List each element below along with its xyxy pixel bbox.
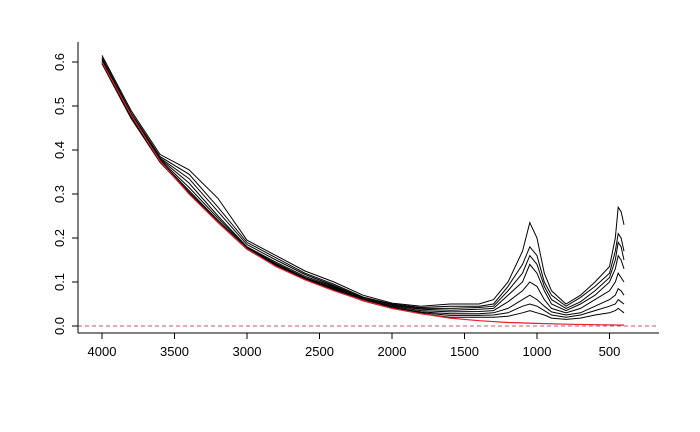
spectrum-line-4 bbox=[101, 59, 625, 312]
baseline-line bbox=[101, 61, 625, 326]
x-axis-ticks: 4000 3500 3000 2500 2000 1500 1000 500 bbox=[88, 333, 621, 359]
x-tick-label: 2000 bbox=[378, 344, 407, 359]
y-tick-label: 0.6 bbox=[52, 53, 67, 71]
spectrum-line-5 bbox=[101, 60, 625, 314]
x-tick-label: 3000 bbox=[233, 344, 262, 359]
x-tick-label: 500 bbox=[599, 344, 621, 359]
y-tick-label: 0.4 bbox=[52, 141, 67, 159]
y-tick-label: 0.0 bbox=[52, 317, 67, 335]
spectra-lines bbox=[101, 55, 625, 326]
x-tick-label: 2500 bbox=[305, 344, 334, 359]
spectrum-line-1 bbox=[101, 55, 625, 307]
y-tick-label: 0.1 bbox=[52, 273, 67, 291]
spectrum-line-2 bbox=[101, 57, 625, 309]
y-tick-label: 0.3 bbox=[52, 185, 67, 203]
y-tick-label: 0.2 bbox=[52, 229, 67, 247]
x-tick-label: 1500 bbox=[450, 344, 479, 359]
y-axis-ticks: 0.0 0.1 0.2 0.3 0.4 0.5 0.6 bbox=[52, 53, 78, 335]
spectrum-line-6 bbox=[101, 61, 625, 316]
x-tick-label: 3500 bbox=[160, 344, 189, 359]
spectrum-line-3 bbox=[101, 58, 625, 309]
x-tick-label: 4000 bbox=[88, 344, 117, 359]
x-tick-label: 1000 bbox=[523, 344, 552, 359]
y-tick-label: 0.5 bbox=[52, 97, 67, 115]
